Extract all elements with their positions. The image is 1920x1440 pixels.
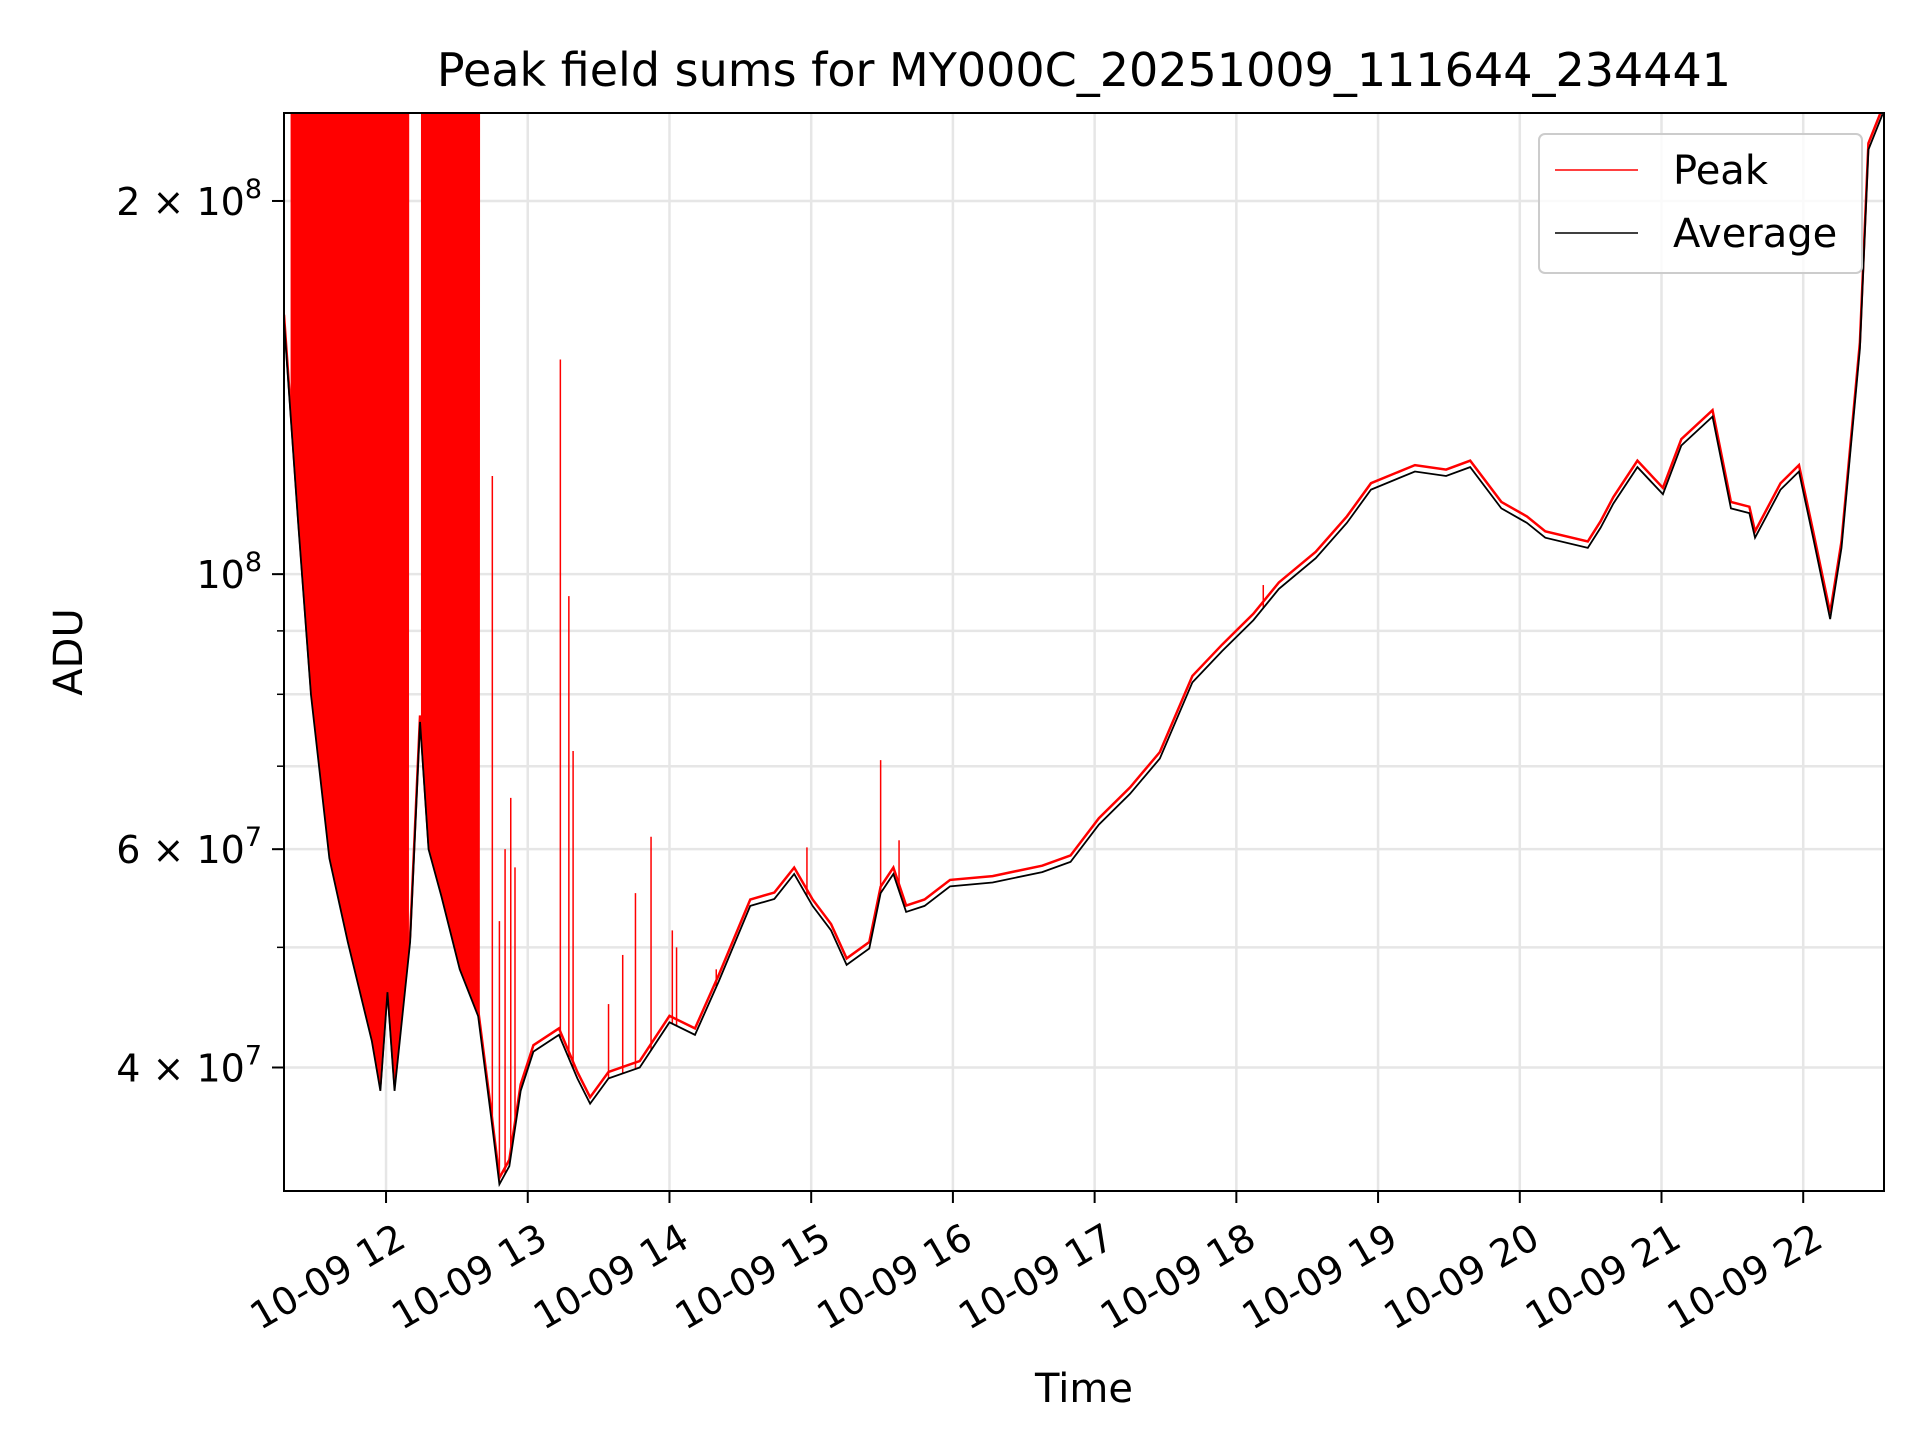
legend: Peak Average: [1538, 133, 1863, 274]
y-tick-label: 108: [196, 547, 262, 597]
y-axis: 4 × 107 6 × 107 108 2 × 108: [116, 174, 284, 1090]
y-tick-label: 2 × 108: [116, 174, 262, 224]
legend-peak-label: Peak: [1673, 148, 1769, 194]
plot-frame: [283, 112, 1885, 1192]
x-axis-label: Time: [1034, 1366, 1133, 1412]
legend-average-label: Average: [1673, 211, 1837, 257]
y-axis-label: ADU: [46, 608, 92, 695]
peak-series-line: [284, 113, 1882, 1182]
y-tick-label: 4 × 107: [116, 1040, 262, 1090]
legend-box: [1538, 133, 1863, 274]
average-series-line: [284, 113, 1884, 1188]
plot-series: [284, 113, 1884, 1188]
y-tick-label: 6 × 107: [116, 822, 262, 872]
chart-title: Peak field sums for MY000C_20251009_1116…: [437, 43, 1731, 97]
